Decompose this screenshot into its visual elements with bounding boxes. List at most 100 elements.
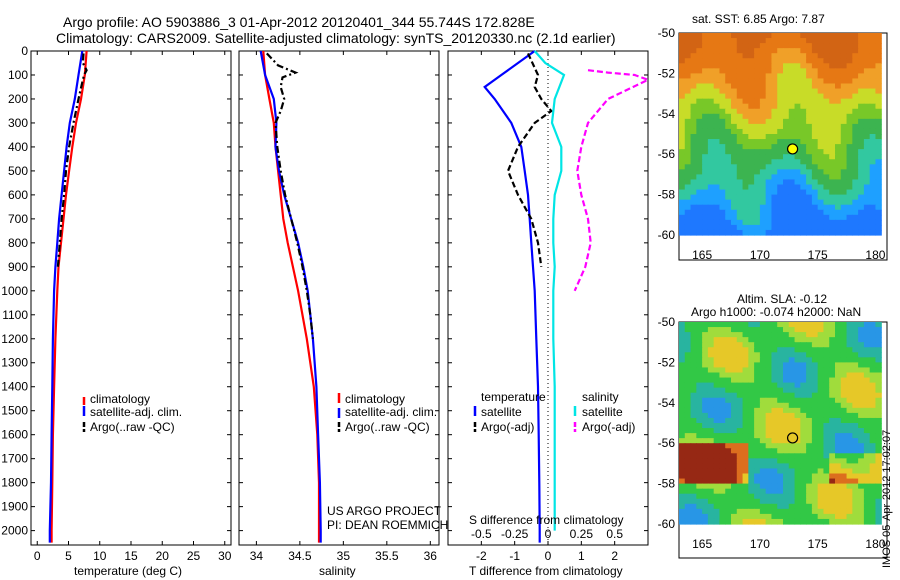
map-cell — [696, 134, 703, 140]
map-cell — [858, 174, 865, 181]
map-cell — [806, 407, 813, 414]
map-cell — [835, 103, 842, 110]
map-cell — [736, 483, 744, 490]
map-cell — [679, 159, 686, 165]
map-cell — [869, 229, 877, 236]
map-cell — [702, 68, 709, 74]
map-cell — [783, 362, 790, 369]
map-cell — [702, 209, 709, 216]
map-cell — [869, 63, 877, 69]
map-cell — [742, 118, 749, 125]
map-cell — [742, 174, 749, 181]
map-cell — [869, 367, 877, 374]
map-cell — [840, 503, 848, 510]
map-cell — [840, 159, 848, 165]
map-cell — [702, 53, 709, 59]
map-cell — [731, 209, 738, 216]
map-cell — [835, 322, 842, 328]
map-cell — [707, 134, 715, 140]
map-cell — [852, 154, 859, 160]
map-cell — [783, 179, 790, 186]
map-cell — [725, 382, 732, 389]
map-cell — [863, 224, 871, 231]
map-cell — [690, 103, 697, 110]
map-cell — [829, 448, 836, 454]
map-cell — [806, 128, 813, 135]
map-cell — [759, 139, 767, 145]
map-cell — [829, 397, 836, 404]
map-cell — [869, 392, 877, 399]
map-cell — [702, 38, 709, 44]
map-cell — [863, 478, 871, 485]
map-cell — [765, 118, 773, 125]
map-cell — [817, 113, 825, 120]
map-cell — [759, 367, 767, 374]
map-cell — [835, 488, 842, 495]
map-cell — [731, 453, 738, 459]
map-cell — [777, 73, 784, 80]
map-cell — [823, 423, 830, 429]
map-cell — [759, 204, 767, 211]
sla-map-title-1: Altim. SLA: -0.12 — [737, 292, 827, 306]
map-cell — [829, 347, 836, 353]
map-cell — [731, 144, 738, 150]
map-cell — [835, 382, 842, 389]
map-cell — [840, 352, 848, 358]
map-cell — [823, 513, 830, 520]
map-cell — [829, 488, 836, 495]
map-cell — [829, 508, 836, 515]
map-cell — [863, 88, 871, 95]
map-cell — [754, 159, 761, 165]
map-cell — [707, 98, 715, 105]
map-cell — [707, 402, 715, 409]
map-cell — [765, 438, 773, 444]
map-cell — [858, 103, 865, 110]
map-cell — [690, 397, 697, 404]
map-cell — [748, 93, 755, 100]
map-cell — [713, 204, 721, 211]
map-cell — [788, 332, 796, 338]
map-cell — [725, 352, 732, 358]
map-cell — [707, 184, 715, 191]
map-cell — [725, 508, 732, 515]
map-cell — [829, 407, 836, 414]
map-cell — [725, 387, 732, 394]
map-cell — [852, 139, 859, 145]
map-cell — [835, 68, 842, 74]
map-cell — [742, 337, 749, 343]
map-cell — [713, 63, 721, 69]
map-cell — [771, 169, 778, 175]
map-x-tick-label: 180 — [865, 537, 885, 551]
map-cell — [875, 382, 882, 389]
map-cell — [707, 169, 715, 175]
map-cell — [811, 387, 819, 394]
map-cell — [771, 63, 778, 69]
map-cell — [875, 159, 882, 165]
series-line-satellite-adj-clim- — [259, 50, 322, 543]
map-cell — [777, 357, 784, 363]
map-cell — [800, 513, 807, 520]
map-cell — [707, 164, 715, 170]
map-cell — [788, 433, 796, 439]
map-cell — [800, 154, 807, 160]
map-cell — [846, 387, 853, 394]
map-cell — [684, 118, 692, 125]
map-cell — [679, 488, 686, 495]
map-cell — [771, 488, 778, 495]
map-cell — [684, 443, 692, 449]
map-cell — [858, 372, 865, 379]
map-cell — [696, 209, 703, 216]
map-cell — [690, 209, 697, 216]
map-cell — [788, 88, 796, 95]
map-cell — [840, 382, 848, 389]
map-cell — [846, 73, 853, 80]
y-tick-label: 1600 — [1, 428, 28, 442]
map-cell — [829, 433, 836, 439]
map-cell — [823, 392, 830, 399]
map-cell — [777, 123, 784, 130]
map-cell — [765, 337, 773, 343]
map-cell — [742, 149, 749, 155]
map-cell — [783, 144, 790, 150]
legend-heading-temperature: temperature — [481, 390, 546, 404]
